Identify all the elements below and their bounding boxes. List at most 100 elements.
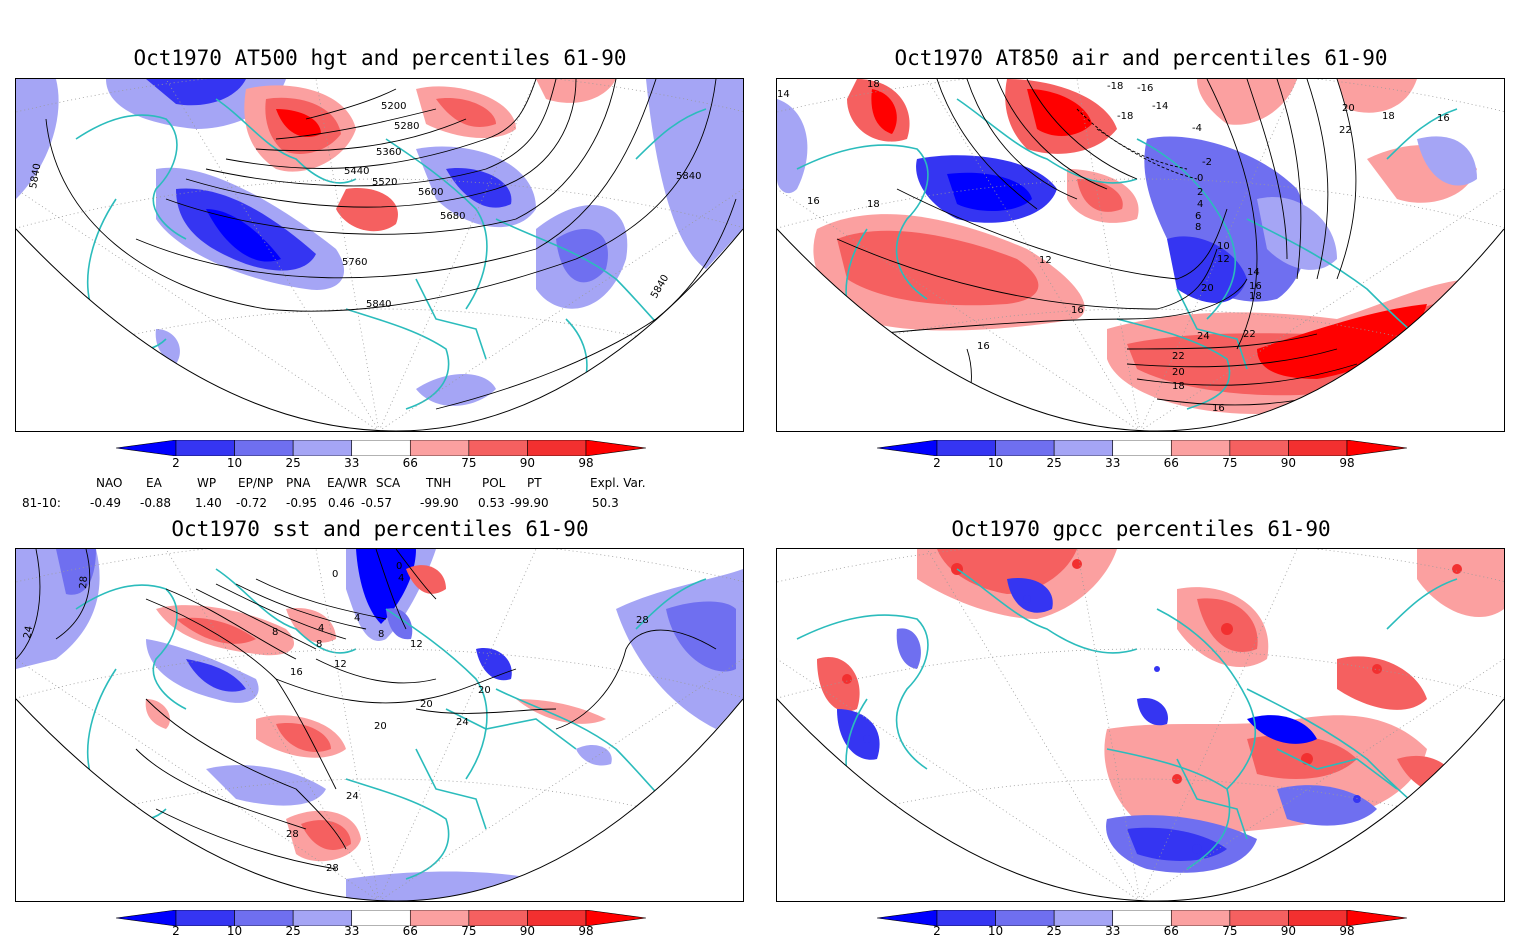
- index-value: -0.95: [286, 496, 318, 510]
- contour-label: 22: [1243, 329, 1256, 340]
- colorbar-tick-label: 98: [578, 456, 594, 470]
- contour-label: -4: [1192, 123, 1202, 134]
- index-header: NAO: [96, 476, 123, 490]
- map-panel-air: 18 14 -18 -16 -18 -14 -4 20 22 18 16 18 …: [776, 78, 1505, 432]
- colorbar-tick-label: 66: [402, 924, 418, 938]
- contour-label: 8: [1195, 222, 1201, 233]
- colorbar-segment: [1229, 440, 1289, 456]
- index-value: -99.90: [420, 496, 459, 510]
- indices-row-label: 81-10:: [22, 496, 61, 510]
- colorbar-tick-label: 2: [172, 924, 180, 938]
- colorbar-tick-label: 2: [933, 924, 941, 938]
- contour-label: 18: [867, 79, 880, 90]
- contour-label: 4: [354, 613, 360, 624]
- contour-label: 10: [1217, 241, 1230, 252]
- contour-label: 24: [22, 625, 35, 639]
- colorbar-tick-label: 75: [461, 924, 477, 938]
- colorbar-segment: [1170, 440, 1231, 456]
- colorbar-tick-label: 90: [1280, 924, 1297, 938]
- colorbar-tick-label: 10: [987, 456, 1004, 470]
- contour-label: 18: [1172, 381, 1185, 392]
- contour-label: 20: [1172, 367, 1185, 378]
- colorbar-2: [877, 440, 1407, 456]
- contour-label: 12: [1217, 254, 1230, 265]
- index-header: SCA: [376, 476, 401, 490]
- contour-label: 16: [1212, 403, 1225, 414]
- contour-label: 16: [1437, 113, 1450, 124]
- contour-label: 4: [1197, 199, 1203, 210]
- contour-label: 5280: [394, 121, 419, 132]
- contour-label: 5600: [418, 187, 443, 198]
- index-value: 1.40: [195, 496, 222, 510]
- colorbar-segment: [1346, 440, 1407, 456]
- colorbar-segment: [936, 440, 996, 456]
- index-header: WP: [197, 476, 217, 490]
- contour-label: -16: [1137, 83, 1153, 94]
- panel-title-sst: Oct1970 sst and percentiles 61-90: [171, 517, 589, 541]
- contour-label: 28: [286, 829, 299, 840]
- contour-label: 8: [378, 629, 384, 640]
- colorbar-segment: [995, 440, 1055, 456]
- panel-title-gpcc: Oct1970 gpcc percentiles 61-90: [951, 517, 1331, 541]
- contour-label: 5360: [376, 147, 401, 158]
- panel-title-hgt: Oct1970 AT500 hgt and percentiles 61-90: [133, 46, 627, 70]
- contour-label: 20: [374, 721, 387, 732]
- contour-label: 24: [1197, 331, 1210, 342]
- contour-label: 5840: [676, 171, 701, 182]
- colorbar-tick-label: 98: [1339, 456, 1355, 470]
- index-header: PT: [527, 476, 542, 490]
- colorbar-tick-label: 25: [285, 456, 301, 470]
- colorbar-tick-label: 25: [285, 924, 301, 938]
- index-header: EA: [146, 476, 162, 490]
- map-panel-sst: 28 24 0 4 8 8 12 16 20 24 28 28 20 20 24…: [15, 548, 744, 902]
- colorbar-tick-label: 25: [1046, 924, 1062, 938]
- index-value: -0.72: [236, 496, 268, 510]
- colorbar-tick-label: 10: [987, 924, 1004, 938]
- contour-label: -2: [1202, 157, 1212, 168]
- contour-label: 20: [478, 685, 491, 696]
- colorbar-segment: [292, 440, 353, 456]
- contour-label: 5760: [342, 257, 367, 268]
- contour-label: 0: [332, 569, 338, 580]
- colorbar-segment: [585, 440, 646, 456]
- colorbar-tick-label: 90: [1280, 456, 1297, 470]
- contour-label: 28: [636, 615, 649, 626]
- colorbar-tick-label: 25: [1046, 456, 1062, 470]
- colorbar-tick-label: 66: [402, 456, 418, 470]
- index-header: POL: [482, 476, 506, 490]
- contour-label: 8: [316, 639, 322, 650]
- contour-label: 16: [807, 196, 820, 207]
- colorbar-segment: [1112, 440, 1172, 456]
- contour-label: 16: [1071, 305, 1084, 316]
- contour-label: 22: [1172, 351, 1185, 362]
- contour-label: 2: [1197, 187, 1203, 198]
- contour-label: 8: [272, 627, 278, 638]
- colorbar-tick-label: 90: [519, 924, 536, 938]
- colorbar-3: [116, 910, 646, 926]
- colorbar-segment: [527, 440, 587, 456]
- contour-label: 18: [1249, 291, 1262, 302]
- contour-label: 4: [398, 573, 404, 584]
- contour-label: 12: [334, 659, 347, 670]
- colorbar-tick-label: 2: [172, 456, 180, 470]
- contour-label: 5840: [649, 273, 671, 301]
- colorbar-labels-4: 2 10 25 33 66 75 90 98: [877, 924, 1407, 940]
- colorbar-tick-label: 75: [461, 456, 477, 470]
- contour-label: 5840: [366, 299, 391, 310]
- contour-label: 20: [420, 699, 433, 710]
- index-header: EP/NP: [238, 476, 274, 490]
- colorbar-segment: [116, 440, 177, 456]
- colorbar-tick-label: 33: [1105, 924, 1121, 938]
- contour-label: 18: [867, 199, 880, 210]
- index-value: -0.57: [361, 496, 393, 510]
- colorbar-tick-label: 10: [226, 456, 243, 470]
- contour-label: 5440: [344, 166, 369, 177]
- colorbar-segment: [1288, 440, 1348, 456]
- contour-label: -18: [1107, 81, 1123, 92]
- contour-label: 14: [777, 89, 790, 100]
- contour-label: 0: [396, 561, 402, 572]
- index-header: PNA: [286, 476, 311, 490]
- colorbar-segment: [1053, 440, 1114, 456]
- colorbar-1: [116, 440, 646, 456]
- colorbar-tick-label: 33: [344, 924, 360, 938]
